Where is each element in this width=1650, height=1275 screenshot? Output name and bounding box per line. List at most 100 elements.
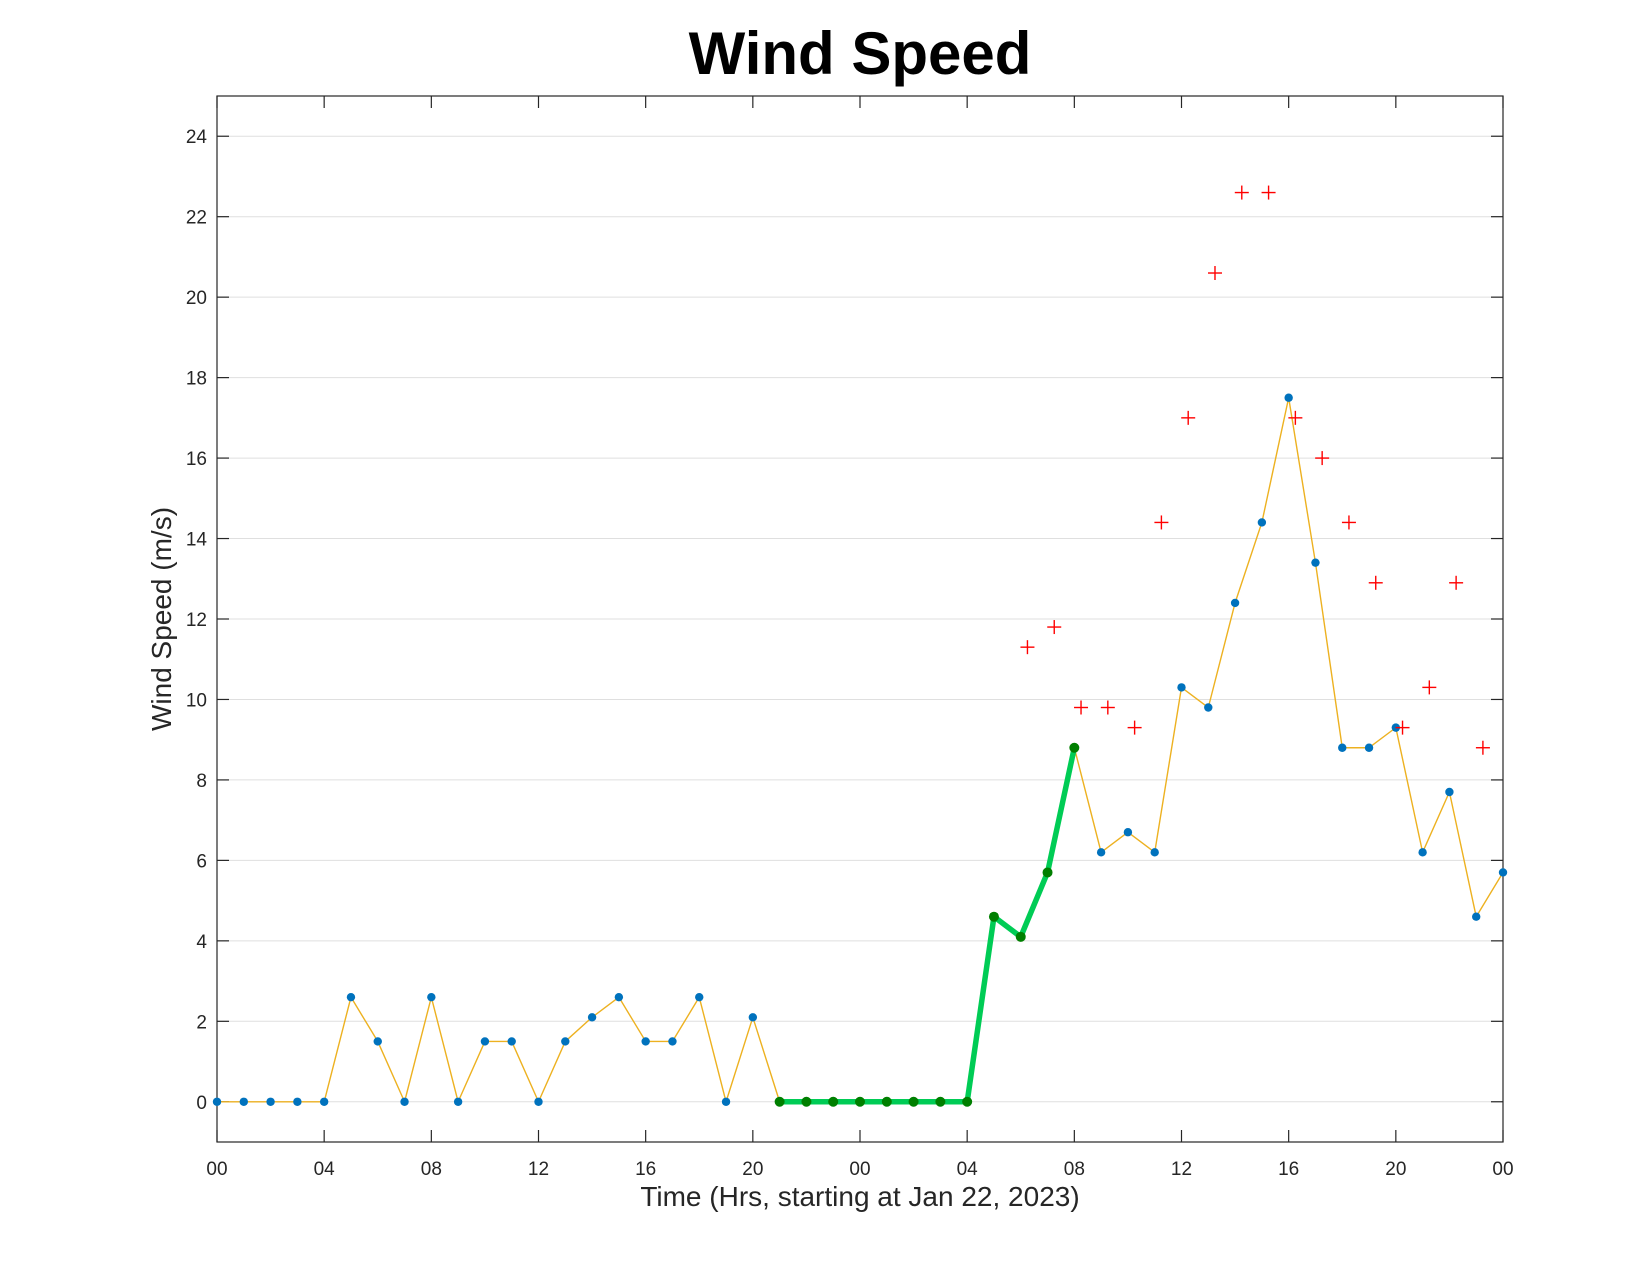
grid-layer — [217, 135, 1503, 1103]
data-point-blue — [1338, 743, 1347, 752]
y-tick-label: 6 — [196, 851, 207, 872]
data-point-blue — [748, 1013, 758, 1022]
data-point-blue — [1311, 558, 1320, 567]
x-tick-label: 08 — [1064, 1159, 1085, 1180]
data-point-green — [881, 1096, 892, 1107]
x-axis-label: Time (Hrs, starting at Jan 22, 2023) — [640, 1181, 1079, 1212]
data-point-red-plus — [1207, 266, 1222, 281]
y-tick-label: 4 — [196, 932, 207, 953]
data-point-blue — [453, 1097, 463, 1106]
y-tick-label: 2 — [196, 1012, 207, 1033]
data-point-blue — [1364, 743, 1374, 752]
data-point-blue — [1177, 683, 1186, 692]
data-point-green — [988, 911, 999, 922]
data-point-blue — [507, 1037, 516, 1046]
data-point-blue — [346, 992, 356, 1002]
data-point-blue — [721, 1097, 731, 1106]
data-point-red-plus — [1181, 410, 1196, 425]
data-point-blue — [668, 1037, 677, 1046]
data-point-blue — [212, 1097, 222, 1106]
data-point-green — [935, 1096, 946, 1107]
data-point-red-plus — [1100, 700, 1115, 715]
data-point-red-plus — [1422, 680, 1437, 695]
x-tick-label: 00 — [206, 1159, 227, 1180]
data-point-red-plus — [1315, 451, 1330, 466]
y-tick-label: 20 — [186, 288, 207, 309]
x-tick-label: 20 — [1385, 1159, 1406, 1180]
data-point-blue — [293, 1097, 302, 1106]
data-point-green — [828, 1096, 839, 1107]
series-layer — [212, 185, 1508, 1107]
data-point-red-plus — [1288, 410, 1303, 425]
data-point-red-plus — [1154, 515, 1169, 530]
x-tick-label: 04 — [314, 1159, 336, 1180]
data-point-green — [962, 1096, 973, 1107]
data-point-red-plus — [1234, 185, 1249, 200]
data-point-blue — [400, 1097, 409, 1106]
x-tick-label: 16 — [1278, 1159, 1299, 1180]
y-tick-label: 16 — [186, 449, 207, 470]
data-point-red-plus — [1449, 575, 1464, 590]
data-point-red-plus — [1368, 575, 1383, 590]
data-point-blue — [239, 1097, 248, 1106]
data-point-green — [908, 1096, 919, 1107]
y-tick-label: 18 — [186, 369, 207, 390]
data-point-green — [1069, 742, 1080, 753]
x-tick-label: 12 — [528, 1159, 549, 1180]
data-point-blue — [614, 992, 624, 1002]
data-point-green — [1042, 867, 1053, 878]
data-point-blue — [1123, 828, 1133, 837]
data-point-blue — [1096, 848, 1106, 857]
x-tick-label: 16 — [635, 1159, 656, 1180]
data-point-blue — [695, 992, 704, 1002]
x-tick-label: 20 — [742, 1159, 763, 1180]
data-point-blue — [561, 1037, 570, 1046]
data-point-red-plus — [1395, 720, 1410, 735]
data-point-blue — [480, 1037, 490, 1046]
x-tick-label: 00 — [1492, 1159, 1513, 1180]
data-point-red-plus — [1341, 515, 1356, 530]
data-point-blue — [1230, 598, 1240, 608]
data-point-green — [774, 1096, 785, 1107]
data-point-blue — [1418, 848, 1427, 857]
y-tick-label: 12 — [186, 610, 207, 631]
data-point-red-plus — [1074, 700, 1089, 715]
data-point-red-plus — [1020, 640, 1035, 655]
y-tick-label: 22 — [186, 208, 207, 229]
chart-title: Wind Speed — [689, 20, 1032, 87]
data-point-red-plus — [1127, 720, 1142, 735]
y-tick-label: 0 — [196, 1093, 207, 1114]
data-point-blue — [1150, 848, 1159, 857]
data-point-blue — [1284, 393, 1293, 402]
data-point-blue — [1445, 787, 1454, 797]
data-point-blue — [641, 1037, 650, 1046]
y-tick-label: 10 — [186, 690, 207, 711]
data-point-blue — [1257, 518, 1267, 527]
data-point-blue — [1204, 703, 1213, 712]
data-point-blue — [427, 992, 436, 1002]
data-point-green — [1015, 931, 1026, 942]
x-tick-label: 08 — [421, 1159, 442, 1180]
y-tick-label: 8 — [196, 771, 207, 792]
data-point-blue — [1472, 912, 1481, 921]
x-tick-label: 00 — [849, 1159, 870, 1180]
data-point-green — [855, 1096, 865, 1107]
data-point-red-plus — [1261, 185, 1276, 200]
x-tick-label: 04 — [957, 1159, 979, 1180]
y-axis-label: Wind Speed (m/s) — [146, 507, 177, 731]
data-point-blue — [1498, 868, 1508, 877]
data-point-blue — [373, 1037, 382, 1046]
data-point-blue — [319, 1097, 329, 1106]
data-point-blue — [534, 1097, 543, 1106]
y-tick-label: 14 — [186, 530, 208, 551]
x-tick-label: 12 — [1171, 1159, 1192, 1180]
data-point-blue — [587, 1013, 597, 1022]
data-point-red-plus — [1475, 740, 1490, 755]
data-point-green — [801, 1096, 812, 1107]
data-point-blue — [266, 1097, 275, 1106]
y-tick-label: 24 — [186, 127, 208, 148]
data-point-red-plus — [1047, 620, 1062, 635]
